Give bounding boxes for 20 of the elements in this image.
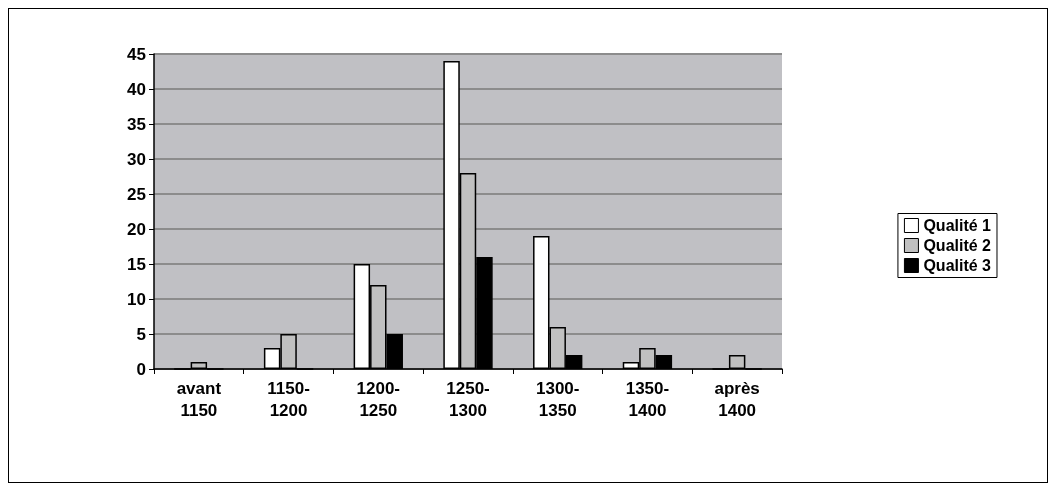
y-tick-label: 15: [127, 254, 146, 274]
y-tick-label: 20: [127, 219, 146, 239]
y-tick-label: 5: [136, 324, 146, 344]
y-tick-label: 10: [127, 289, 146, 309]
y-tick-label: 0: [136, 359, 146, 379]
x-tick-label: 1350- 1400: [625, 378, 670, 420]
y-tick-label: 25: [127, 184, 146, 204]
x-tick-label: avant 1150: [176, 378, 222, 420]
x-tick-label: 1200- 1250: [356, 378, 401, 420]
y-tick-label: 45: [127, 44, 146, 64]
legend-label: Qualité 2: [923, 237, 992, 254]
y-tick-label: 40: [127, 79, 146, 99]
x-tick-label: 1300- 1350: [535, 378, 580, 420]
y-tick-label: 35: [127, 114, 146, 134]
legend-label: Qualité 1: [923, 217, 992, 234]
legend-label: Qualité 3: [923, 257, 992, 274]
y-tick-label: 30: [127, 149, 146, 169]
x-tick-label: 1250- 1300: [446, 378, 490, 420]
x-tick-label: après 1400: [714, 378, 760, 420]
x-tick-label: 1150- 1200: [267, 378, 310, 420]
